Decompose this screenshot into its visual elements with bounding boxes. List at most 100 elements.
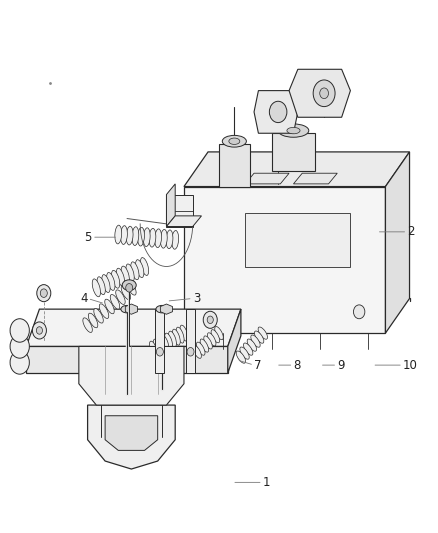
Ellipse shape [172, 329, 180, 345]
Ellipse shape [247, 339, 257, 351]
Ellipse shape [223, 135, 246, 147]
Ellipse shape [193, 345, 201, 358]
Circle shape [313, 80, 335, 107]
Ellipse shape [115, 225, 122, 244]
Circle shape [353, 305, 365, 319]
Ellipse shape [94, 309, 103, 323]
Ellipse shape [157, 337, 165, 353]
Polygon shape [272, 133, 315, 171]
Ellipse shape [236, 351, 246, 364]
Circle shape [269, 101, 287, 123]
Circle shape [37, 285, 51, 302]
Polygon shape [254, 91, 298, 133]
Ellipse shape [251, 335, 260, 348]
Polygon shape [245, 213, 350, 266]
Circle shape [10, 335, 29, 358]
Circle shape [32, 322, 46, 339]
Circle shape [320, 88, 328, 99]
Circle shape [207, 316, 213, 324]
Ellipse shape [156, 305, 168, 313]
Ellipse shape [143, 228, 150, 247]
Polygon shape [293, 173, 337, 184]
Ellipse shape [121, 266, 129, 284]
Polygon shape [26, 346, 228, 373]
Circle shape [126, 284, 133, 292]
Polygon shape [228, 309, 241, 373]
Ellipse shape [278, 124, 309, 137]
Ellipse shape [169, 331, 177, 347]
Ellipse shape [166, 230, 173, 249]
Ellipse shape [126, 264, 134, 282]
Polygon shape [184, 152, 410, 187]
Circle shape [187, 348, 194, 356]
Ellipse shape [200, 339, 208, 352]
Ellipse shape [92, 279, 100, 297]
Polygon shape [184, 187, 385, 333]
Polygon shape [289, 69, 350, 117]
Ellipse shape [197, 342, 205, 356]
Ellipse shape [254, 331, 264, 343]
Ellipse shape [136, 260, 144, 278]
Polygon shape [166, 216, 201, 227]
Ellipse shape [83, 318, 92, 333]
Ellipse shape [165, 333, 173, 349]
Polygon shape [245, 173, 289, 184]
Polygon shape [125, 304, 138, 314]
Ellipse shape [240, 347, 249, 359]
Ellipse shape [208, 333, 216, 346]
Ellipse shape [116, 290, 125, 304]
Ellipse shape [149, 341, 157, 357]
Ellipse shape [97, 277, 105, 295]
Text: 8: 8 [293, 359, 301, 372]
Text: 5: 5 [85, 231, 92, 244]
Ellipse shape [211, 329, 219, 343]
Text: 9: 9 [337, 359, 345, 372]
Ellipse shape [244, 343, 253, 356]
Ellipse shape [121, 305, 133, 313]
Ellipse shape [138, 227, 145, 246]
Polygon shape [26, 309, 241, 346]
Polygon shape [166, 184, 175, 227]
Ellipse shape [131, 262, 139, 280]
Text: 7: 7 [254, 359, 261, 372]
Ellipse shape [287, 127, 300, 134]
Ellipse shape [155, 229, 162, 248]
Circle shape [40, 289, 47, 297]
Ellipse shape [161, 335, 169, 351]
Ellipse shape [126, 226, 133, 245]
Text: 4: 4 [80, 292, 88, 305]
Polygon shape [186, 309, 195, 373]
Ellipse shape [88, 313, 98, 328]
Ellipse shape [102, 274, 110, 293]
Ellipse shape [121, 285, 131, 300]
Ellipse shape [258, 327, 268, 340]
Circle shape [10, 319, 29, 342]
Ellipse shape [99, 304, 109, 318]
Circle shape [10, 351, 29, 374]
Ellipse shape [180, 325, 188, 341]
Polygon shape [105, 416, 158, 450]
Ellipse shape [120, 225, 127, 245]
Ellipse shape [127, 280, 136, 295]
Circle shape [156, 348, 163, 356]
Ellipse shape [215, 327, 223, 340]
Ellipse shape [172, 230, 179, 249]
Text: 3: 3 [193, 292, 200, 305]
Ellipse shape [107, 272, 115, 290]
Ellipse shape [105, 299, 114, 314]
Polygon shape [166, 195, 193, 227]
Circle shape [36, 327, 42, 334]
Ellipse shape [122, 280, 136, 290]
Ellipse shape [117, 268, 124, 286]
Polygon shape [155, 309, 164, 373]
Polygon shape [160, 304, 173, 314]
Polygon shape [385, 152, 410, 333]
Ellipse shape [112, 270, 120, 288]
Ellipse shape [132, 227, 139, 246]
Ellipse shape [204, 336, 212, 349]
Circle shape [203, 311, 217, 328]
Text: 2: 2 [407, 225, 415, 238]
Text: 10: 10 [403, 359, 418, 372]
Ellipse shape [153, 339, 161, 355]
Ellipse shape [141, 257, 148, 276]
